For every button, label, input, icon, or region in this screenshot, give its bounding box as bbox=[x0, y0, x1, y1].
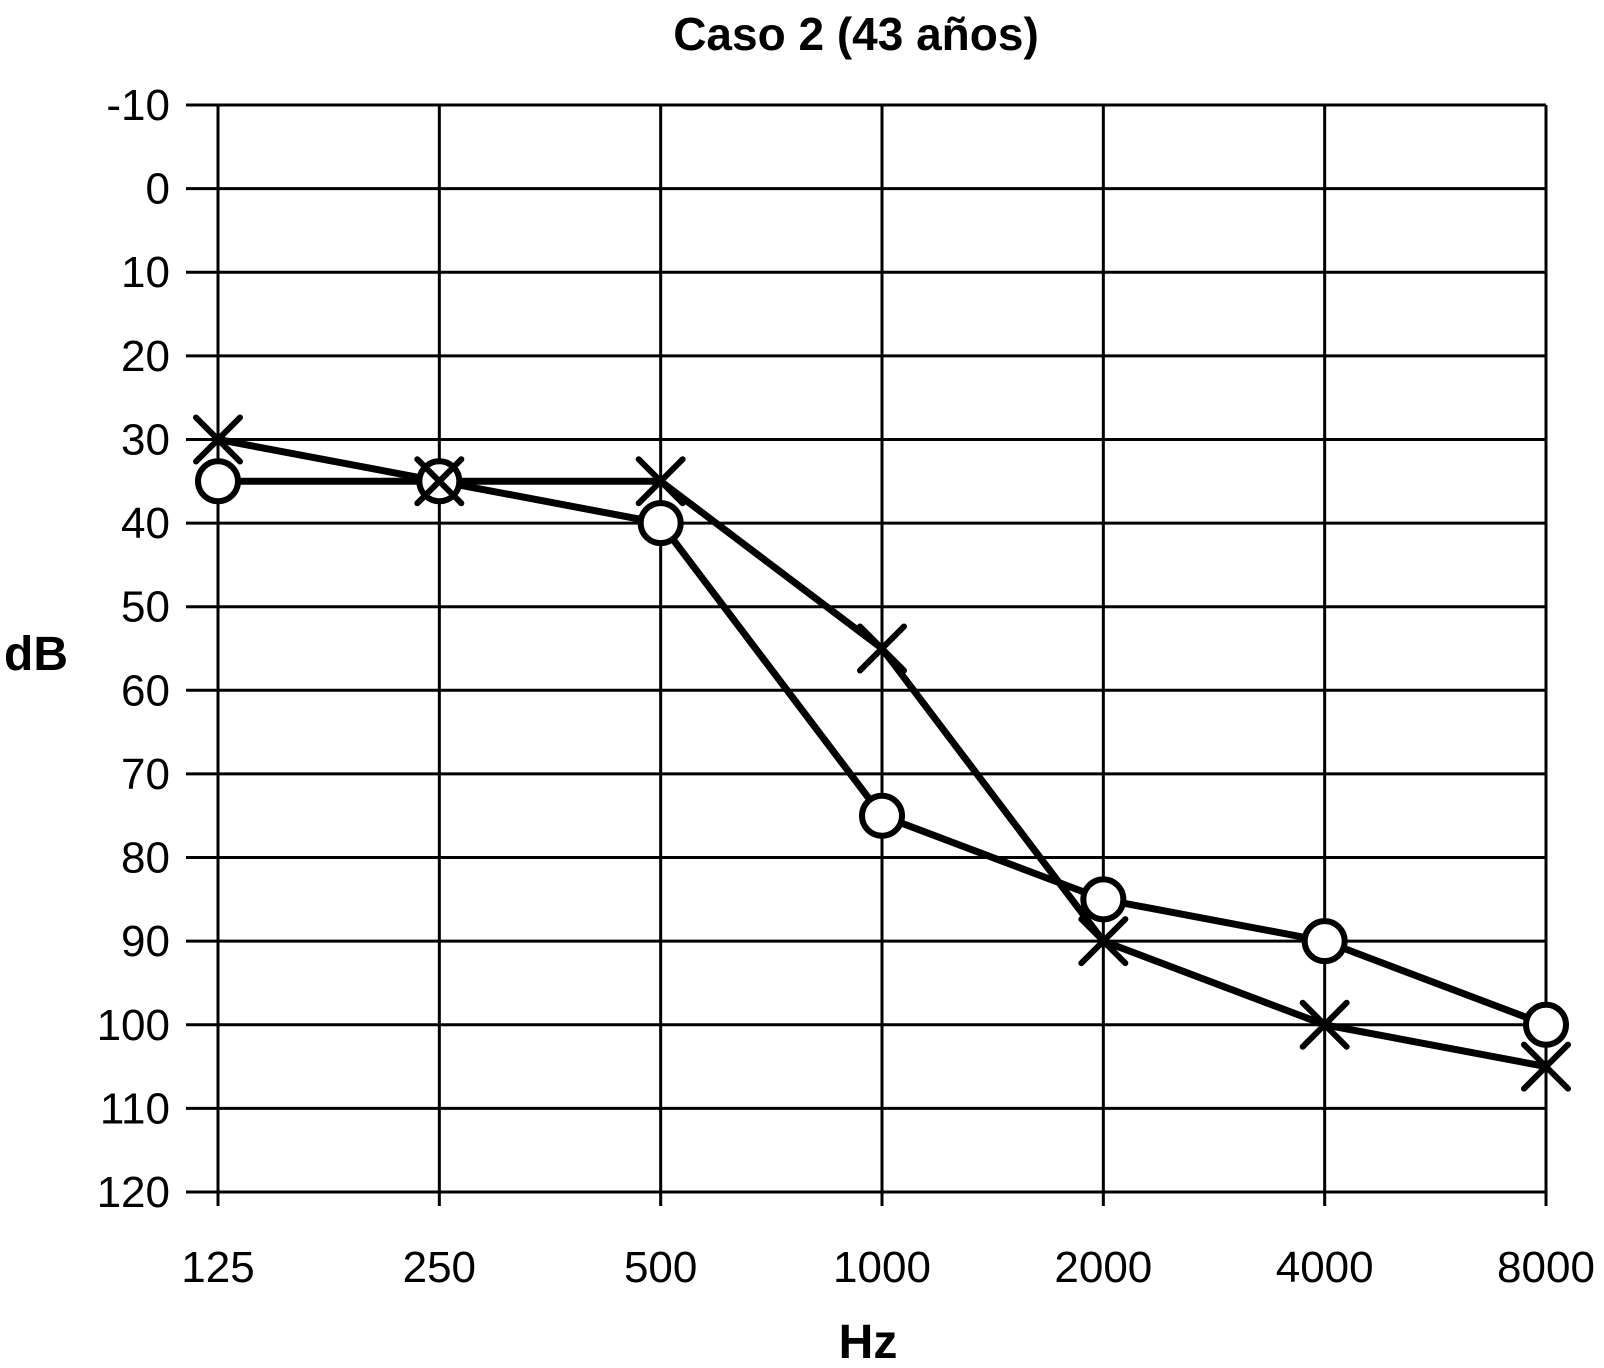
data-point-cross bbox=[1521, 1041, 1571, 1092]
y-tick-label: 30 bbox=[121, 415, 170, 464]
cross-stroke bbox=[414, 456, 465, 507]
cross-stroke bbox=[1521, 1041, 1571, 1092]
x-tick-label: 4000 bbox=[1276, 1243, 1374, 1292]
x-tick-label: 500 bbox=[624, 1243, 697, 1292]
data-point-cross bbox=[635, 456, 686, 507]
y-tick-label: 40 bbox=[121, 499, 170, 548]
cross-stroke bbox=[1078, 916, 1129, 967]
x-tick-label: 8000 bbox=[1497, 1243, 1595, 1292]
x-tick-label: 125 bbox=[181, 1243, 254, 1292]
data-point-cross bbox=[1299, 999, 1350, 1050]
y-axis-label: dB bbox=[4, 628, 68, 681]
y-tick-label: 80 bbox=[121, 834, 170, 883]
data-point-cross bbox=[1078, 916, 1129, 967]
y-tick-label: 120 bbox=[97, 1168, 170, 1217]
data-point-circle bbox=[1523, 1001, 1569, 1048]
y-tick-label: 100 bbox=[97, 1001, 170, 1050]
cross-stroke bbox=[635, 456, 686, 507]
chart-title: Caso 2 (43 años) bbox=[673, 8, 1039, 60]
y-tick-label: 10 bbox=[121, 248, 170, 297]
x-tick-label: 250 bbox=[403, 1243, 476, 1292]
data-point-circle bbox=[859, 792, 905, 839]
data-point-circle bbox=[1301, 918, 1348, 965]
y-tick-label: 60 bbox=[121, 666, 170, 715]
x-tick-label: 2000 bbox=[1054, 1243, 1152, 1292]
data-point-circle bbox=[637, 500, 684, 547]
y-axis-ticks: -10 0 10 20 30 40 50 60 70 80 90 100 110 120 bbox=[97, 81, 170, 1217]
x-tick-label: 1000 bbox=[833, 1243, 931, 1292]
y-tick-label: 0 bbox=[146, 165, 170, 214]
x-axis-ticks: 125 250 500 1000 2000 4000 8000 bbox=[181, 1243, 1595, 1292]
data-point-cross bbox=[857, 623, 907, 674]
data-point-cross bbox=[193, 414, 243, 465]
data-point-circle bbox=[1080, 876, 1127, 923]
y-tick-label: -10 bbox=[106, 81, 170, 130]
y-tick-label: 70 bbox=[121, 750, 170, 799]
y-tick-label: 20 bbox=[121, 332, 170, 381]
data-point-circle bbox=[195, 458, 241, 505]
cross-stroke bbox=[857, 623, 907, 674]
x-axis-label: Hz bbox=[839, 1316, 898, 1368]
cross-stroke bbox=[193, 414, 243, 465]
series-markers bbox=[193, 414, 1571, 1092]
cross-stroke bbox=[1299, 999, 1350, 1050]
grid bbox=[186, 103, 1548, 1206]
y-tick-label: 50 bbox=[121, 583, 170, 632]
data-point-cross bbox=[414, 456, 465, 507]
y-tick-label: 110 bbox=[100, 1084, 170, 1133]
y-tick-label: 90 bbox=[121, 917, 170, 966]
